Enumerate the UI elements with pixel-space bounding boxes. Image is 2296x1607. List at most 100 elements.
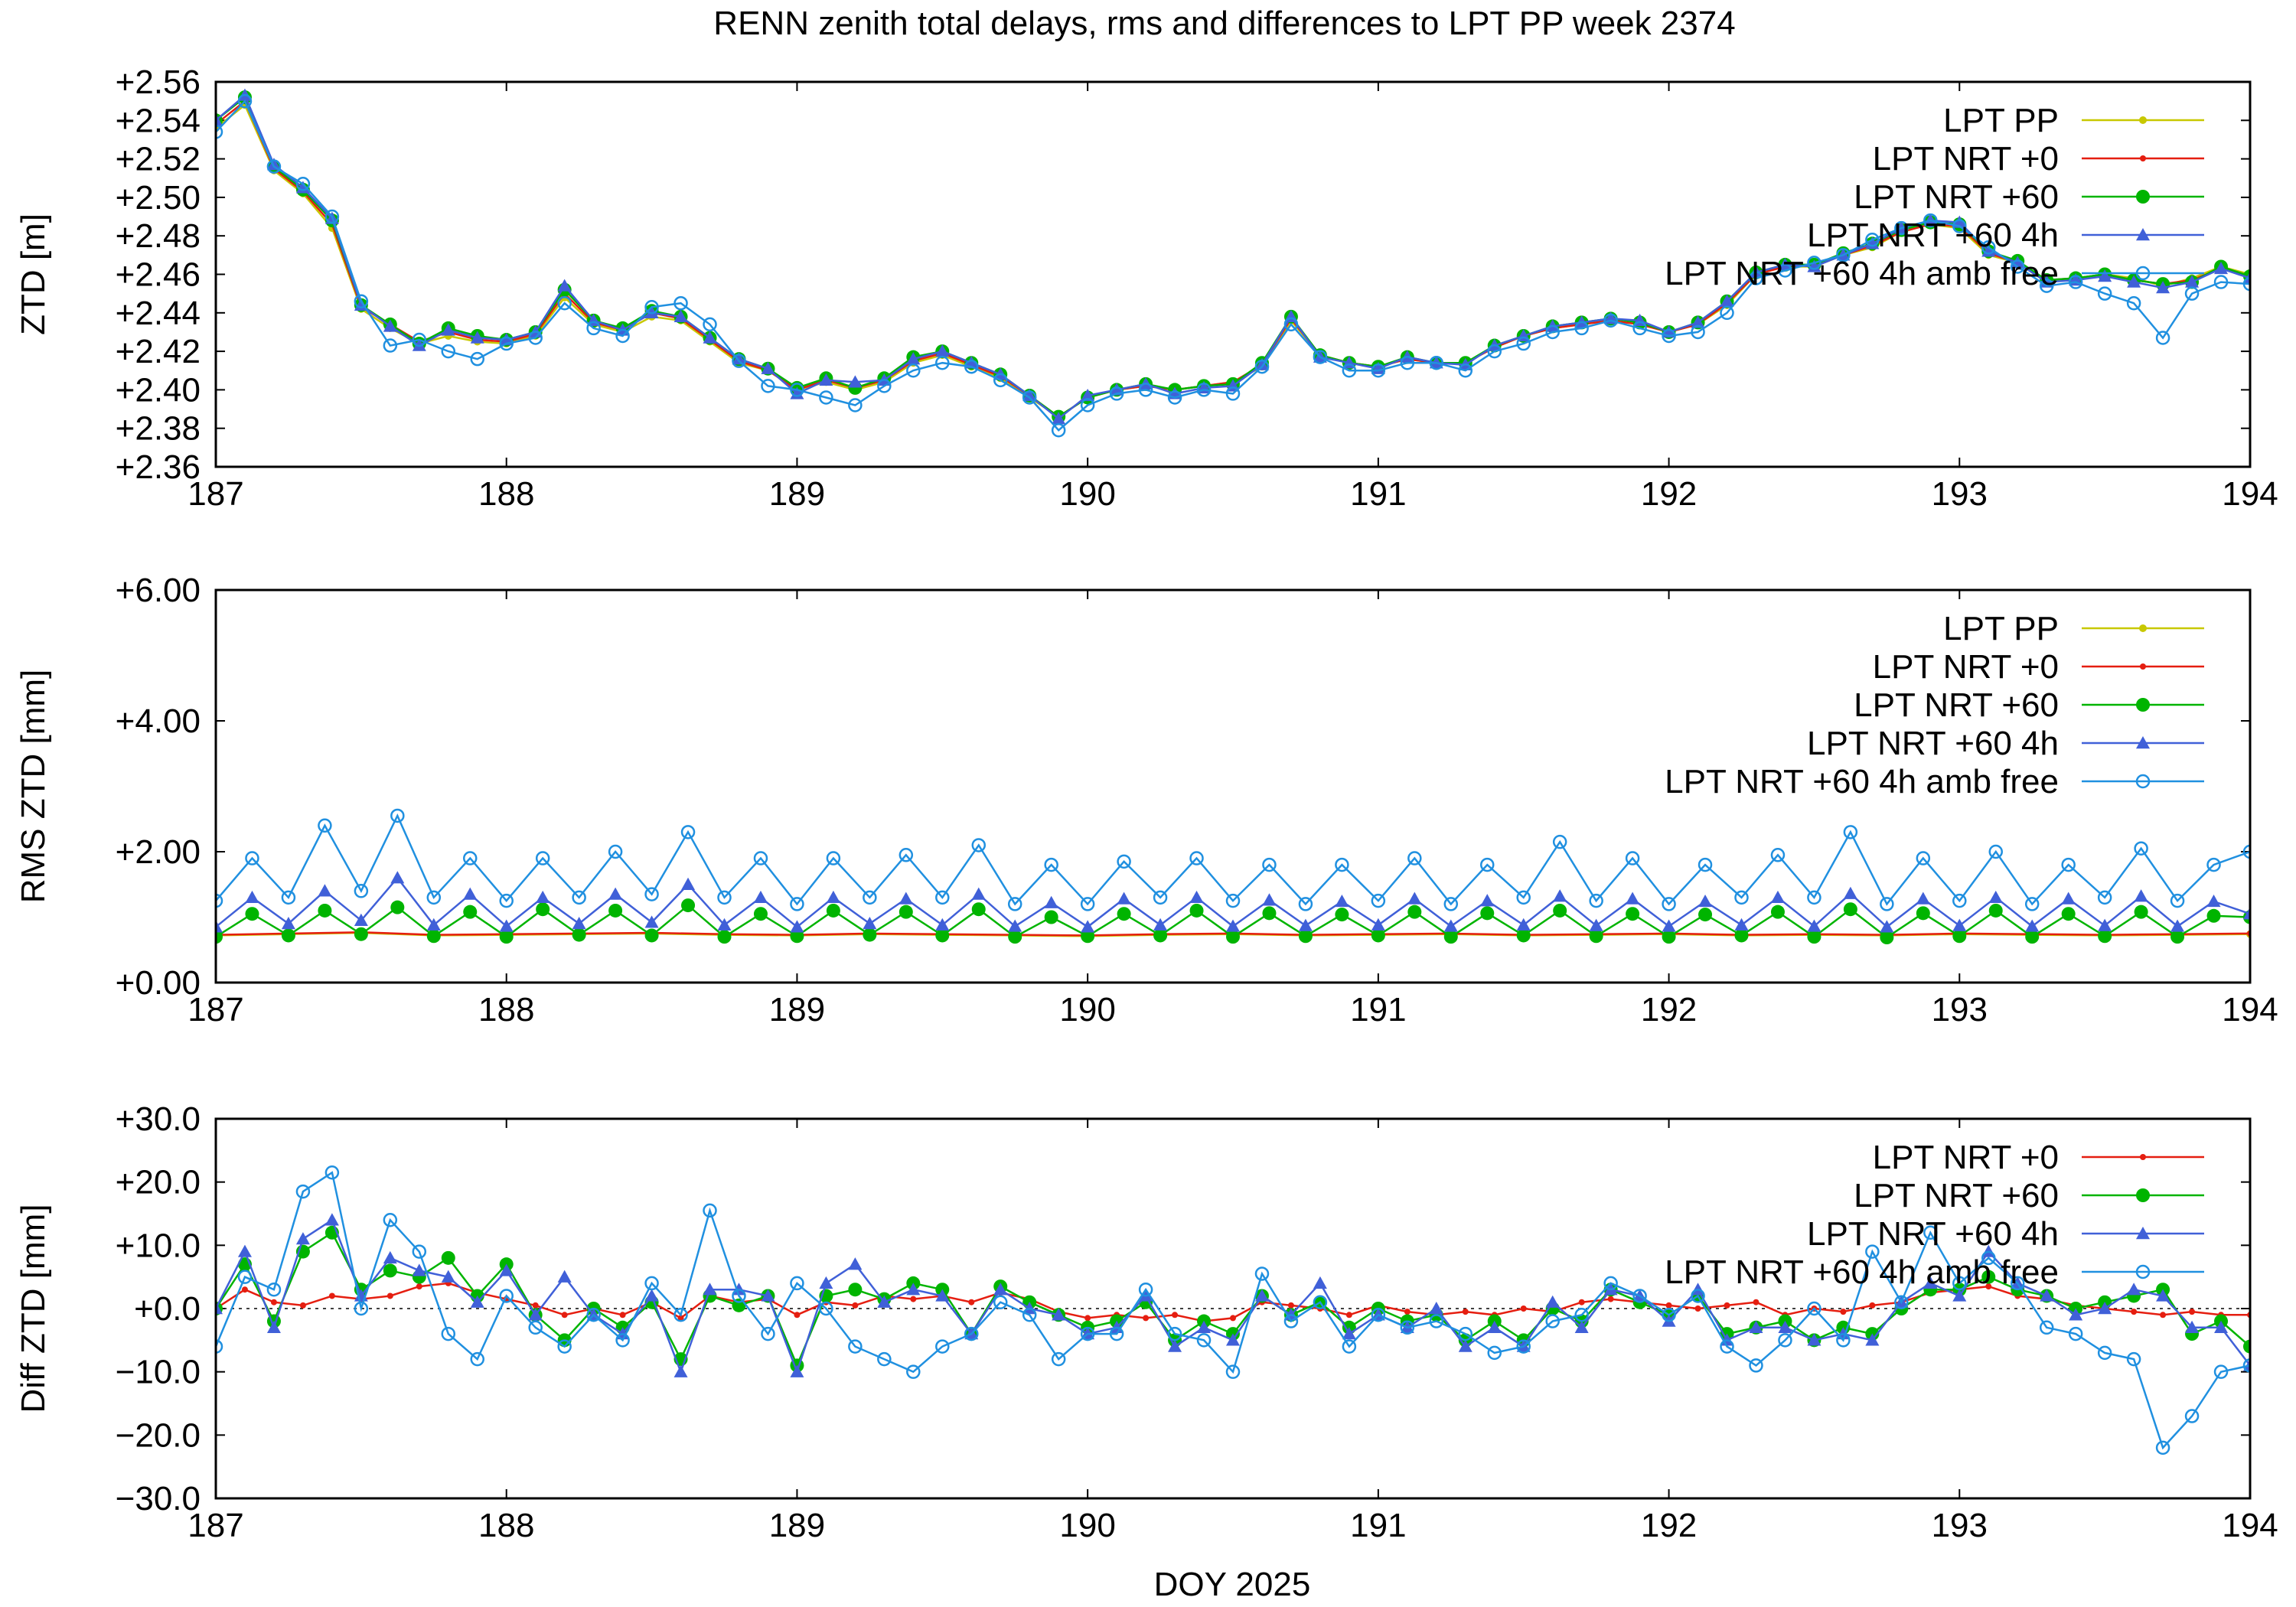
data-point bbox=[1545, 1314, 1560, 1328]
data-point bbox=[557, 279, 572, 292]
data-point bbox=[586, 1308, 601, 1322]
data-point bbox=[412, 1244, 427, 1259]
x-tick-label: 194 bbox=[2222, 475, 2278, 513]
data-point bbox=[1226, 1333, 1240, 1346]
data-point bbox=[1429, 1302, 1443, 1315]
data-point bbox=[790, 1276, 804, 1291]
x-tick-label: 193 bbox=[1932, 991, 1988, 1028]
data-point bbox=[1080, 897, 1095, 911]
data-point bbox=[1843, 902, 1857, 917]
x-tick-label: 190 bbox=[1059, 991, 1115, 1028]
data-point bbox=[1632, 321, 1647, 336]
data-point bbox=[608, 903, 623, 918]
data-point bbox=[412, 338, 426, 351]
legend-marker bbox=[2139, 624, 2147, 632]
data-point bbox=[528, 1308, 543, 1321]
y-tick-label: +2.00 bbox=[116, 833, 201, 871]
data-point bbox=[1342, 1339, 1357, 1354]
data-point bbox=[1843, 825, 1858, 839]
x-tick-label: 194 bbox=[2222, 991, 2278, 1028]
data-point bbox=[608, 887, 623, 900]
data-point bbox=[1254, 1266, 1270, 1281]
data-point bbox=[993, 1283, 1008, 1296]
data-point bbox=[1287, 1302, 1294, 1309]
data-point bbox=[1988, 903, 2003, 918]
data-point bbox=[1665, 1302, 1672, 1309]
data-point bbox=[681, 898, 696, 913]
legend-marker bbox=[2136, 736, 2150, 749]
data-point bbox=[383, 319, 397, 332]
data-point bbox=[1052, 1308, 1066, 1321]
y-tick-label: +2.36 bbox=[116, 448, 201, 486]
y-tick-label: +0.0 bbox=[134, 1290, 201, 1328]
data-point bbox=[2097, 286, 2112, 301]
data-point bbox=[354, 294, 369, 308]
x-tick-label: 194 bbox=[2222, 1507, 2278, 1544]
x-tick-label: 191 bbox=[1350, 475, 1406, 513]
series-lpt-nrt-0 bbox=[216, 1279, 2250, 1325]
data-point bbox=[1516, 336, 1531, 351]
data-point bbox=[318, 884, 332, 897]
data-point bbox=[644, 300, 659, 315]
legend-label: LPT NRT +60 4h bbox=[1807, 217, 2059, 254]
data-point bbox=[910, 1296, 917, 1302]
data-point bbox=[1254, 359, 1270, 374]
data-point bbox=[1880, 931, 1894, 945]
data-point bbox=[935, 1289, 950, 1302]
data-point bbox=[673, 309, 688, 323]
data-point bbox=[1516, 928, 1531, 943]
data-point bbox=[877, 379, 892, 393]
data-point bbox=[717, 890, 732, 905]
data-point bbox=[935, 928, 950, 943]
data-point bbox=[1720, 294, 1734, 307]
y-tick-label: +2.46 bbox=[116, 256, 201, 294]
data-point bbox=[266, 1320, 281, 1333]
data-point bbox=[1923, 1276, 1938, 1289]
data-point bbox=[2069, 1308, 2083, 1321]
data-point bbox=[1487, 1345, 1502, 1361]
data-point bbox=[1916, 892, 1930, 905]
data-point bbox=[463, 905, 478, 919]
data-point bbox=[561, 1312, 568, 1319]
data-point bbox=[673, 1308, 688, 1322]
data-point bbox=[245, 851, 259, 865]
data-point bbox=[383, 1213, 398, 1227]
data-point bbox=[390, 808, 405, 823]
data-point bbox=[1770, 848, 1786, 862]
data-point bbox=[299, 1302, 306, 1309]
data-point bbox=[1167, 390, 1182, 405]
data-point bbox=[1153, 928, 1168, 943]
legend-marker bbox=[2136, 190, 2150, 204]
data-point bbox=[2134, 889, 2148, 902]
legend-marker bbox=[2139, 116, 2147, 124]
data-point bbox=[1080, 1326, 1095, 1341]
plot-frame bbox=[214, 1117, 2252, 1500]
data-point bbox=[717, 918, 732, 931]
y-tick-label: +2.48 bbox=[116, 217, 201, 255]
data-point bbox=[2134, 841, 2148, 856]
data-point bbox=[1516, 890, 1531, 905]
data-point bbox=[2155, 1440, 2170, 1455]
data-point bbox=[848, 1339, 863, 1354]
data-point bbox=[2040, 1289, 2054, 1302]
legend-marker bbox=[2136, 228, 2150, 241]
data-point bbox=[2242, 1358, 2250, 1373]
data-point bbox=[2156, 1289, 2170, 1302]
data-point bbox=[463, 851, 478, 865]
data-point bbox=[499, 893, 514, 908]
data-point bbox=[877, 1351, 892, 1367]
data-point bbox=[390, 900, 405, 914]
x-axis-label: DOY 2025 bbox=[1154, 1566, 1311, 1603]
y-tick-label: +2.50 bbox=[116, 179, 201, 217]
data-point bbox=[790, 1364, 804, 1377]
data-point bbox=[848, 375, 863, 388]
data-point bbox=[1778, 263, 1792, 278]
panel-1: 187 188 189 190 191 192 193 194+2.36+2.38+2.40+… bbox=[15, 64, 2278, 513]
data-point bbox=[557, 1270, 572, 1283]
data-point bbox=[644, 928, 659, 943]
data-point bbox=[1022, 1308, 1037, 1322]
data-point bbox=[237, 93, 253, 109]
legend-marker bbox=[2140, 1154, 2146, 1160]
x-tick-label: 189 bbox=[769, 475, 825, 513]
data-point bbox=[1044, 910, 1058, 924]
